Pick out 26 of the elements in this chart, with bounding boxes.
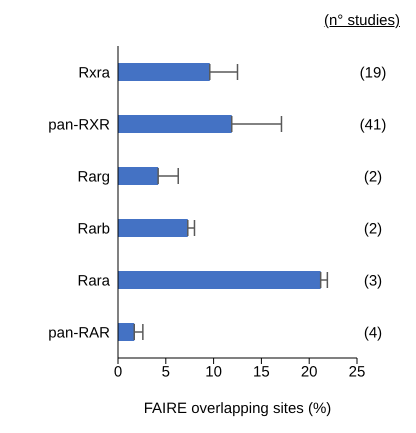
- bar: [118, 115, 232, 133]
- y-tick-label: Rarg: [77, 168, 110, 186]
- bar: [118, 63, 210, 81]
- x-axis-title: FAIRE overlapping sites (%): [144, 400, 332, 417]
- text: (n° studies): [324, 12, 400, 29]
- y-tick-label: pan-RAR: [48, 324, 110, 342]
- x-tick-label: 20: [300, 364, 318, 381]
- bar: [118, 271, 321, 289]
- x-tick-label: 15: [253, 364, 270, 381]
- x-tick-label: 10: [205, 364, 222, 381]
- x-tick-label: 25: [348, 364, 366, 381]
- bar: [118, 323, 134, 341]
- text: (41): [360, 116, 386, 134]
- text: (4): [364, 324, 382, 342]
- text: (2): [364, 220, 382, 238]
- bar: [118, 219, 188, 237]
- text: (2): [364, 168, 382, 186]
- x-tick-label: 5: [162, 364, 170, 381]
- y-tick-label: Rxra: [78, 64, 111, 82]
- y-tick-label: Rarb: [77, 220, 110, 238]
- y-tick-label: Rara: [77, 272, 111, 290]
- y-tick-label: pan-RXR: [48, 116, 110, 134]
- text: (19): [360, 64, 386, 82]
- bar: [118, 167, 158, 185]
- x-tick-label: 0: [114, 364, 122, 381]
- text: (3): [364, 272, 382, 290]
